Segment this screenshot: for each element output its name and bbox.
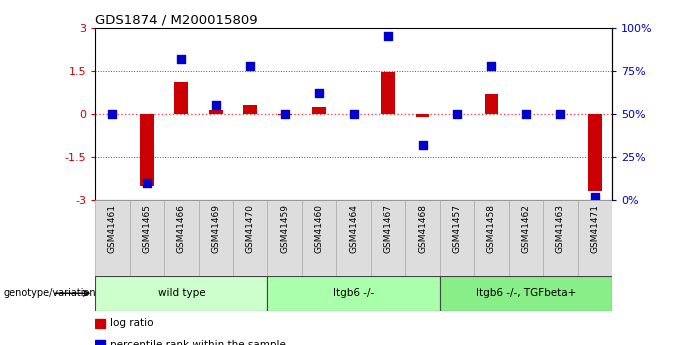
Point	[348, 111, 359, 117]
Text: GSM41459: GSM41459	[280, 204, 289, 253]
Bar	[337, 200, 371, 276]
Text: GSM41471: GSM41471	[590, 204, 599, 253]
Text: GSM41460: GSM41460	[315, 204, 324, 253]
Bar	[312, 107, 326, 114]
Text: GSM41464: GSM41464	[349, 204, 358, 253]
Bar	[440, 200, 474, 276]
Bar	[302, 200, 337, 276]
Bar	[543, 200, 577, 276]
Bar	[130, 200, 164, 276]
Point	[452, 111, 462, 117]
Text: GSM41461: GSM41461	[108, 204, 117, 253]
Text: GSM41463: GSM41463	[556, 204, 565, 253]
Text: GSM41467: GSM41467	[384, 204, 392, 253]
Bar	[474, 200, 509, 276]
Point	[176, 56, 187, 61]
Text: GDS1874 / M200015809: GDS1874 / M200015809	[95, 13, 258, 27]
Point	[555, 111, 566, 117]
Bar	[485, 94, 498, 114]
Bar	[267, 200, 302, 276]
Text: percentile rank within the sample: percentile rank within the sample	[109, 339, 286, 345]
Bar	[164, 200, 199, 276]
Text: Itgb6 -/-, TGFbeta+: Itgb6 -/-, TGFbeta+	[476, 288, 576, 298]
Bar	[588, 114, 602, 191]
Bar	[577, 200, 612, 276]
Point	[245, 63, 256, 68]
Bar	[95, 340, 105, 345]
Text: genotype/variation: genotype/variation	[3, 288, 96, 298]
Text: GSM41468: GSM41468	[418, 204, 427, 253]
Text: GSM41466: GSM41466	[177, 204, 186, 253]
Bar	[199, 200, 233, 276]
Text: GSM41469: GSM41469	[211, 204, 220, 253]
Bar	[95, 276, 267, 310]
Text: wild type: wild type	[158, 288, 205, 298]
Bar	[509, 200, 543, 276]
Point	[417, 142, 428, 148]
Point	[520, 111, 531, 117]
Bar	[278, 114, 292, 115]
Bar	[95, 318, 105, 328]
Text: Itgb6 -/-: Itgb6 -/-	[333, 288, 374, 298]
Bar	[243, 105, 257, 114]
Bar	[381, 72, 395, 114]
Bar	[415, 114, 429, 117]
Bar	[405, 200, 440, 276]
Point	[313, 90, 324, 96]
Point	[210, 102, 221, 108]
Text: GSM41465: GSM41465	[142, 204, 152, 253]
Bar	[95, 200, 130, 276]
Bar	[267, 276, 440, 310]
Text: GSM41462: GSM41462	[522, 204, 530, 253]
Bar	[175, 82, 188, 114]
Point	[486, 63, 497, 68]
Text: GSM41458: GSM41458	[487, 204, 496, 253]
Point	[141, 180, 152, 186]
Bar	[371, 200, 405, 276]
Text: log ratio: log ratio	[109, 318, 153, 328]
Bar	[233, 200, 267, 276]
Point	[590, 194, 600, 199]
Text: GSM41470: GSM41470	[245, 204, 255, 253]
Point	[279, 111, 290, 117]
Bar	[140, 114, 154, 186]
Point	[383, 33, 394, 39]
Text: GSM41457: GSM41457	[452, 204, 462, 253]
Bar	[209, 110, 222, 114]
Point	[107, 111, 118, 117]
Bar	[440, 276, 612, 310]
